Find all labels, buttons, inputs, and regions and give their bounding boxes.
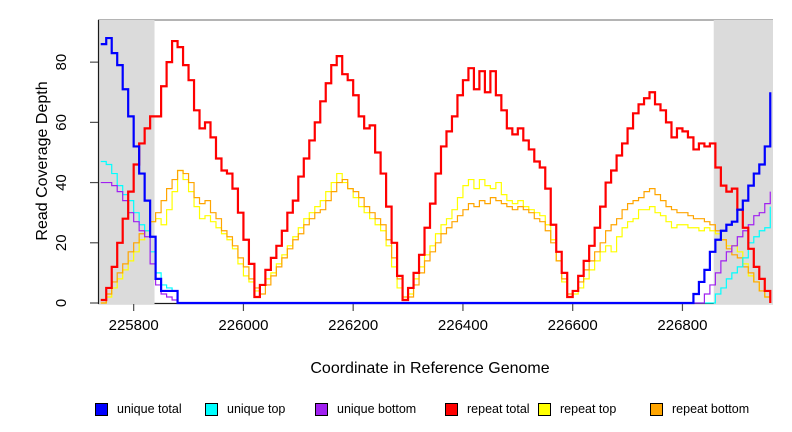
legend: unique total unique top unique bottom re… <box>0 401 792 421</box>
legend-label: unique bottom <box>337 402 417 416</box>
y-axis-title: Read Coverage Depth <box>34 81 51 240</box>
svg-text:226400: 226400 <box>438 317 488 334</box>
x-axis-title: Coordinate in Reference Genome <box>310 360 549 377</box>
unique-top-swatch-icon <box>205 402 218 416</box>
svg-text:226600: 226600 <box>548 317 598 334</box>
legend-item-repeat-total: repeat total <box>445 401 530 417</box>
svg-text:226800: 226800 <box>657 317 707 334</box>
unique-bottom-swatch-icon <box>315 402 328 416</box>
legend-item-repeat-bottom: repeat bottom <box>650 401 749 417</box>
svg-text:225800: 225800 <box>109 317 159 334</box>
svg-text:226200: 226200 <box>328 317 378 334</box>
legend-label: repeat total <box>467 402 530 416</box>
svg-text:20: 20 <box>53 234 70 251</box>
legend-label: unique total <box>117 402 182 416</box>
legend-item-unique-total: unique total <box>95 401 182 417</box>
svg-text:226000: 226000 <box>218 317 268 334</box>
legend-item-repeat-top: repeat top <box>538 401 616 417</box>
svg-text:60: 60 <box>53 114 70 131</box>
repeat-bottom-swatch-icon <box>650 402 663 416</box>
legend-item-unique-bottom: unique bottom <box>315 401 416 417</box>
legend-label: repeat bottom <box>672 402 750 416</box>
unique-total-swatch-icon <box>95 402 108 416</box>
legend-item-unique-top: unique top <box>205 401 285 417</box>
legend-label: repeat top <box>560 402 617 416</box>
plot-area: 225800 226000 226200 226400 226600 226800 0 20 4… <box>53 19 773 334</box>
svg-text:80: 80 <box>53 54 70 71</box>
svg-text:40: 40 <box>53 174 70 191</box>
repeat-total-swatch-icon <box>445 402 458 416</box>
svg-text:0: 0 <box>53 299 70 307</box>
legend-label: unique top <box>227 402 286 416</box>
repeat-top-swatch-icon <box>538 402 551 416</box>
